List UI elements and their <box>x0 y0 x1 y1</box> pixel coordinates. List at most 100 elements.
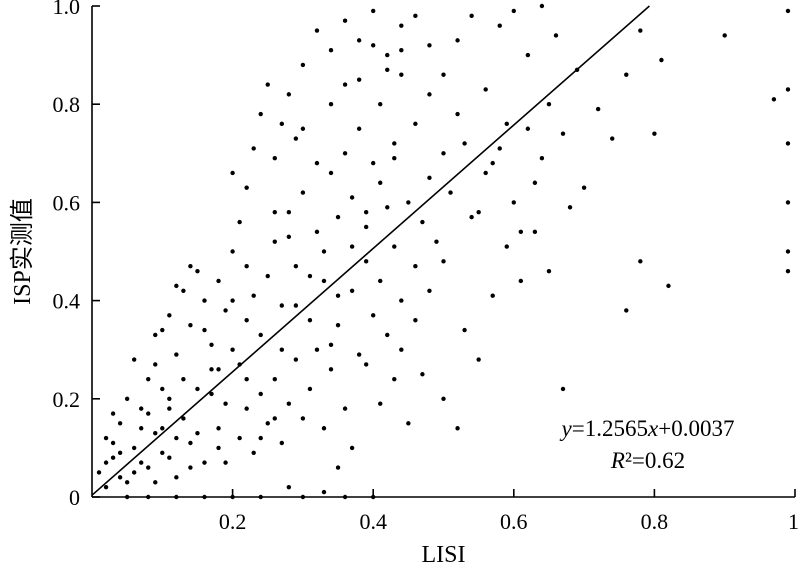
data-point <box>314 160 320 166</box>
data-point <box>455 38 460 43</box>
data-point <box>216 278 221 284</box>
data-point <box>560 386 566 392</box>
data-point <box>504 244 509 249</box>
data-point <box>181 416 186 421</box>
data-point <box>293 136 299 141</box>
data-point <box>785 8 791 14</box>
data-point <box>251 146 256 151</box>
data-point <box>286 210 292 215</box>
data-point <box>146 411 151 416</box>
y-tick-label: 0.2 <box>53 387 81 412</box>
data-point <box>265 82 270 87</box>
data-point <box>441 72 446 77</box>
data-point <box>399 47 404 53</box>
data-point <box>553 33 559 38</box>
data-point <box>251 450 256 456</box>
data-point <box>195 386 200 392</box>
data-point <box>638 28 643 33</box>
equation-part1: =1.2565 <box>572 416 648 441</box>
data-point <box>244 318 249 323</box>
axis-ticks: 0 0.2 0.4 0.6 0.8 1.0 0.2 0.4 0.6 0.8 1 <box>53 0 800 534</box>
data-point <box>392 156 397 161</box>
data-point <box>153 480 158 485</box>
data-point <box>244 406 249 411</box>
data-point <box>188 264 193 269</box>
data-point <box>335 214 341 220</box>
data-point <box>131 445 137 451</box>
data-point <box>139 426 144 431</box>
data-point <box>413 318 418 323</box>
y-tick-label: 0 <box>69 485 80 510</box>
data-point <box>265 273 270 279</box>
data-point <box>504 121 509 127</box>
data-point <box>160 450 165 456</box>
data-point <box>371 8 376 14</box>
data-point <box>131 470 137 475</box>
regression-line <box>91 5 650 496</box>
data-point <box>230 249 235 254</box>
data-point <box>392 244 397 249</box>
data-point <box>427 175 432 181</box>
data-point <box>293 357 299 362</box>
data-point <box>209 391 214 397</box>
data-point <box>124 480 130 485</box>
data-point <box>223 460 228 465</box>
data-point <box>518 229 524 235</box>
data-point <box>223 308 228 313</box>
data-point <box>160 327 165 333</box>
regression-equation: y=1.2565x+0.0037 <box>560 416 735 441</box>
data-point <box>314 229 320 235</box>
data-point <box>476 357 481 362</box>
data-point <box>511 200 516 205</box>
data-point <box>771 97 777 102</box>
data-point <box>511 8 516 14</box>
data-point <box>490 160 495 166</box>
data-point <box>110 455 116 460</box>
data-point <box>399 72 404 77</box>
data-point <box>103 435 109 441</box>
data-point <box>539 156 545 161</box>
data-point <box>378 102 383 107</box>
data-point <box>300 190 306 195</box>
data-point <box>399 347 404 352</box>
data-point <box>483 87 488 92</box>
data-point <box>110 440 116 446</box>
data-point <box>244 376 249 382</box>
data-point <box>785 249 791 254</box>
data-point <box>202 460 207 465</box>
data-point <box>265 421 270 426</box>
data-point <box>117 421 123 426</box>
data-point <box>666 283 671 289</box>
data-point <box>272 210 277 215</box>
data-point <box>462 141 467 146</box>
data-point <box>167 396 172 401</box>
data-point <box>188 440 193 446</box>
data-point <box>160 426 165 431</box>
data-point <box>216 426 221 431</box>
data-point <box>525 52 531 58</box>
data-point <box>279 440 285 446</box>
data-point <box>279 347 285 352</box>
data-point <box>434 239 439 244</box>
x-tick-label: 0.2 <box>219 509 247 534</box>
data-point <box>286 92 292 97</box>
data-point <box>174 475 179 480</box>
x-axis-title: LISI <box>422 542 466 568</box>
data-point <box>258 435 263 441</box>
data-point <box>610 136 615 141</box>
data-point <box>385 332 390 338</box>
y-axis-title: ISP实测值 <box>9 198 36 305</box>
data-point <box>371 160 376 166</box>
data-point <box>413 13 418 19</box>
data-point <box>202 327 207 333</box>
data-point <box>300 416 306 421</box>
equation-part2: +0.0037 <box>658 416 734 441</box>
data-point <box>258 332 263 338</box>
data-point <box>539 3 545 9</box>
data-point <box>174 283 179 289</box>
data-point <box>722 33 727 38</box>
data-point <box>117 475 123 480</box>
data-point <box>342 18 348 23</box>
data-point <box>209 342 214 347</box>
data-point <box>328 102 334 107</box>
